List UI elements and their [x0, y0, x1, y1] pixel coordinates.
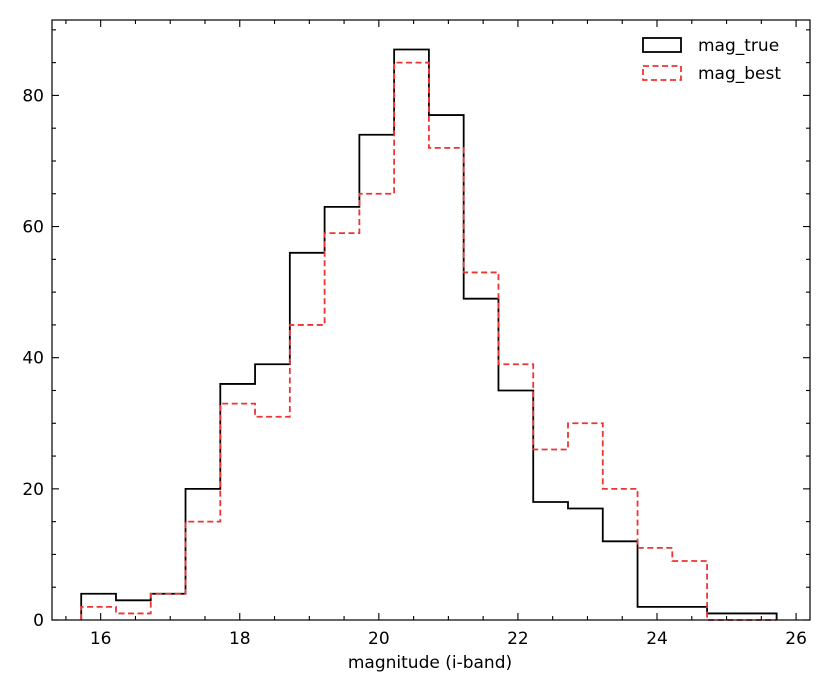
y-tick-label: 0 — [33, 611, 44, 631]
legend-swatch-mag-best — [642, 65, 682, 81]
y-tick-label: 20 — [22, 480, 44, 500]
x-tick-label: 18 — [229, 629, 251, 649]
y-tick-label: 40 — [22, 349, 44, 369]
series-mag-best-step — [80, 61, 777, 621]
x-axis-label: magnitude (i-band) — [348, 653, 512, 673]
legend-swatch-mag-true — [642, 37, 682, 53]
x-tick-label: 16 — [90, 629, 112, 649]
plot-frame — [51, 19, 811, 621]
x-tick-label: 26 — [785, 629, 807, 649]
legend-label-mag-true: mag_true — [698, 36, 779, 56]
y-tick-label: 80 — [22, 86, 44, 106]
y-tick-label: 60 — [22, 218, 44, 238]
x-tick-label: 20 — [368, 629, 390, 649]
plot-area: 16 18 20 22 24 26 0 20 40 60 80 — [22, 19, 811, 649]
x-tick-label: 22 — [507, 629, 529, 649]
legend: mag_true mag_best — [642, 36, 781, 84]
x-tick-label: 24 — [646, 629, 668, 649]
series-mag-true-step — [80, 48, 778, 620]
legend-label-mag-best: mag_best — [698, 64, 781, 84]
